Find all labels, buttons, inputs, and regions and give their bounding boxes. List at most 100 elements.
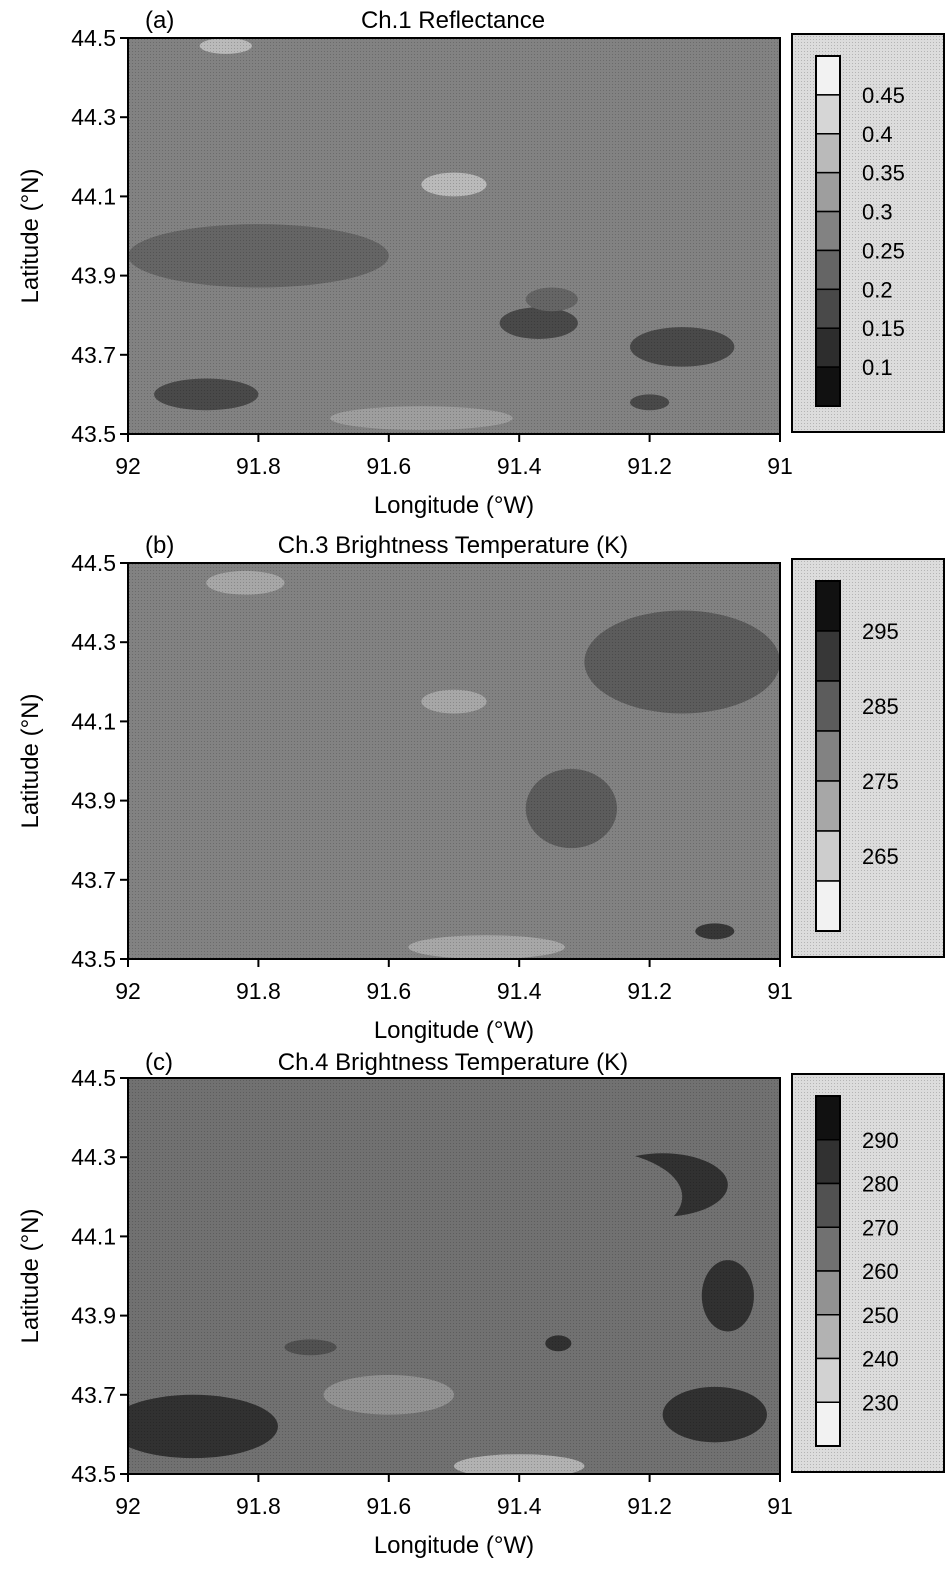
contour-region-3	[695, 923, 735, 940]
contour-region-6	[421, 689, 487, 714]
x-tick-label: 91.2	[627, 453, 672, 479]
contour-region-3	[662, 1386, 767, 1443]
contour-region-9	[336, 646, 441, 678]
colorbar-band	[815, 94, 841, 135]
colorbar-band	[815, 1226, 841, 1272]
heatmap-field	[128, 1078, 780, 1474]
chart-title: Ch.3 Brightness Temperature (K)	[278, 532, 628, 559]
colorbar-level-label: 0.25	[862, 238, 905, 263]
colorbar-level-label: 0.35	[862, 161, 905, 186]
chart-title: Ch.4 Brightness Temperature (K)	[278, 1050, 628, 1076]
x-tick-label: 92	[115, 1493, 141, 1519]
panel-b-ch3-brightness-temperature: (b) Ch.3 Brightness Temperature (K) 92 91…	[0, 525, 948, 1050]
colorbar-band	[815, 366, 841, 407]
colorbar-band	[815, 730, 841, 782]
x-axis-ticks: 92 91.8 91.6 91.4 91.2 91	[115, 434, 793, 479]
y-tick-label: 43.9	[71, 788, 116, 814]
contour-region-0	[128, 1394, 278, 1459]
colorbar-level-label: 265	[862, 844, 899, 869]
plot-frame	[127, 1077, 781, 1475]
panel-c-ch4-brightness-temperature: (c) Ch.4 Brightness Temperature (K) 92 91…	[0, 1050, 948, 1585]
y-axis-label: Latitude (°N)	[17, 1209, 44, 1344]
y-axis-ticks: 44.5 44.3 44.1 43.9 43.7 43.5	[71, 1065, 128, 1487]
y-tick-label: 44.1	[71, 1223, 116, 1249]
colorbar-band	[815, 288, 841, 329]
x-tick-label: 91	[767, 1493, 793, 1519]
contour-region-5	[284, 1339, 337, 1356]
colorbar-level-label: 275	[862, 769, 899, 794]
contour-region-4	[128, 840, 324, 888]
y-tick-label: 43.9	[71, 263, 116, 289]
colorbar-level-label: 270	[862, 1215, 899, 1240]
x-axis-label: Longitude (°W)	[374, 492, 534, 519]
y-tick-label: 43.5	[71, 1461, 116, 1487]
colorbar-level-label: 0.45	[862, 83, 905, 108]
contour-region-5	[297, 808, 454, 857]
contour-region-2	[630, 804, 735, 860]
x-tick-label: 91.8	[236, 453, 281, 479]
colorbar-level-label: 0.2	[862, 277, 893, 302]
contour-region-4	[630, 394, 670, 411]
colorbar-level-label: 0.1	[862, 355, 893, 380]
colorbar-level-label: 0.4	[862, 122, 893, 147]
colorbar-level-label: 295	[862, 619, 899, 644]
x-tick-label: 91.2	[627, 1493, 672, 1519]
colorbar-level-label: 0.3	[862, 200, 893, 225]
x-tick-label: 91.4	[497, 453, 542, 479]
colorbar-band	[815, 1182, 841, 1228]
contour-region-9	[551, 97, 748, 177]
plot-frame	[127, 37, 781, 435]
x-axis-ticks: 92 91.8 91.6 91.4 91.2 91	[115, 959, 793, 1004]
colorbar-level-label: 280	[862, 1172, 899, 1197]
colorbar-band	[815, 1357, 841, 1403]
contour-region-7	[330, 406, 513, 431]
x-tick-label: 91.4	[497, 1493, 542, 1519]
colorbar-band	[815, 630, 841, 682]
contour-region-7	[304, 1105, 539, 1170]
colorbar-level-label: 240	[862, 1347, 899, 1372]
y-axis-label: Latitude (°N)	[17, 169, 44, 304]
colorbar-band	[815, 1095, 841, 1141]
colorbar-band	[815, 1401, 841, 1447]
contour-region-6	[486, 1149, 683, 1245]
contour-region-3	[630, 327, 735, 367]
x-axis-label: Longitude (°W)	[374, 1017, 534, 1044]
colorbar-band	[815, 780, 841, 832]
y-tick-label: 43.9	[71, 1303, 116, 1329]
y-tick-label: 43.7	[71, 342, 116, 368]
x-tick-label: 91.6	[366, 978, 411, 1004]
contour-region-1	[525, 768, 617, 849]
y-tick-label: 44.5	[71, 25, 116, 51]
y-tick-label: 44.1	[71, 708, 116, 734]
contour-region-5	[421, 172, 487, 197]
colorbar-level-label: 285	[862, 694, 899, 719]
colorbar-band	[815, 210, 841, 252]
x-tick-label: 91	[767, 453, 793, 479]
colorbar-band	[815, 880, 841, 932]
colorbar-band	[815, 580, 841, 632]
colorbar-band	[815, 171, 841, 213]
colorbar-band	[815, 55, 841, 96]
colorbar: 290 280 270 260 250 240 230	[791, 1073, 945, 1473]
y-tick-label: 44.5	[71, 1065, 116, 1091]
colorbar: 295 285 275 265	[791, 558, 945, 958]
panel-tag: (a)	[145, 7, 174, 34]
x-tick-label: 92	[115, 978, 141, 1004]
colorbar: 0.45 0.4 0.35 0.3 0.25 0.2 0.15 0.1	[791, 33, 945, 433]
chart-title: Ch.1 Reflectance	[361, 7, 545, 34]
colorbar-band	[815, 680, 841, 732]
contour-region-6	[199, 38, 252, 54]
contour-region-4	[545, 1335, 572, 1352]
chart-a: (a) Ch.1 Reflectance 92 91.8 91.6 91.4 91.2 9…	[17, 7, 945, 519]
colorbar-band	[815, 327, 841, 368]
y-tick-label: 44.1	[71, 183, 116, 209]
contour-region-1	[499, 307, 578, 339]
y-tick-label: 43.5	[71, 946, 116, 972]
y-tick-label: 43.7	[71, 1382, 116, 1408]
x-tick-label: 92	[115, 453, 141, 479]
x-axis-label: Longitude (°W)	[374, 1532, 534, 1559]
colorbar-level-label: 250	[862, 1303, 899, 1328]
contour-region-2	[525, 287, 578, 312]
contour-region-7	[206, 570, 285, 595]
colorbar-band	[815, 249, 841, 291]
